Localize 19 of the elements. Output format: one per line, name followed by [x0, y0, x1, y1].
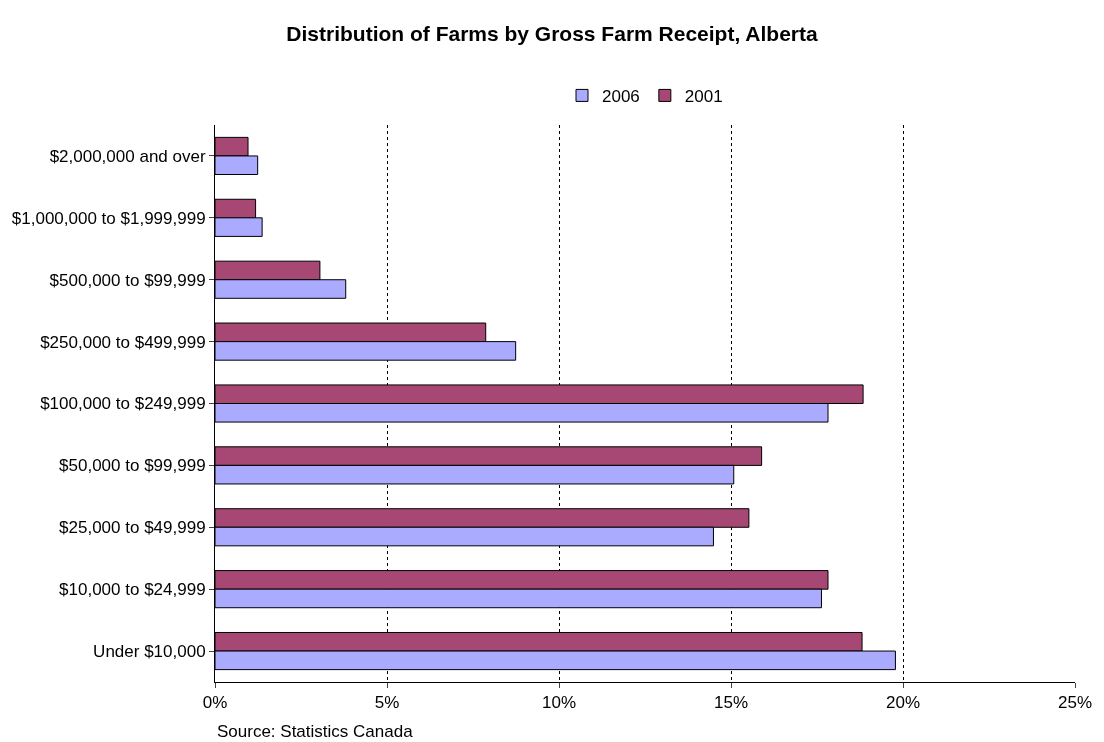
y-tick-label: $50,000 to $99,999 — [59, 456, 206, 476]
y-tick-label: $250,000 to $499,999 — [40, 332, 206, 352]
source-note: Source: Statistics Canada — [217, 722, 414, 741]
x-tick-label: 15% — [713, 693, 749, 713]
y-tick-label: $10,000 to $24,999 — [59, 580, 206, 600]
y-tick-label: $1,000,000 to $1,999,999 — [11, 208, 206, 228]
x-tick-label: 5% — [374, 693, 400, 713]
x-tick-label: 20% — [885, 693, 921, 713]
x-tick-label: 10% — [541, 693, 577, 713]
x-tick-label: 0% — [202, 693, 228, 713]
y-tick-label: $100,000 to $249,999 — [40, 394, 206, 414]
chart-title: Distribution of Farms by Gross Farm Receipt, Alberta — [286, 21, 818, 45]
legend-label: 2001 — [684, 87, 723, 107]
y-tick-label: $25,000 to $49,999 — [59, 518, 206, 538]
legend-label: 2006 — [602, 87, 640, 107]
x-tick-label: 25% — [1057, 693, 1093, 713]
y-tick-label: Under $10,000 — [93, 642, 206, 662]
y-tick-label: $500,000 to $99,999 — [49, 270, 206, 290]
y-tick-label: $2,000,000 and over — [49, 146, 206, 166]
